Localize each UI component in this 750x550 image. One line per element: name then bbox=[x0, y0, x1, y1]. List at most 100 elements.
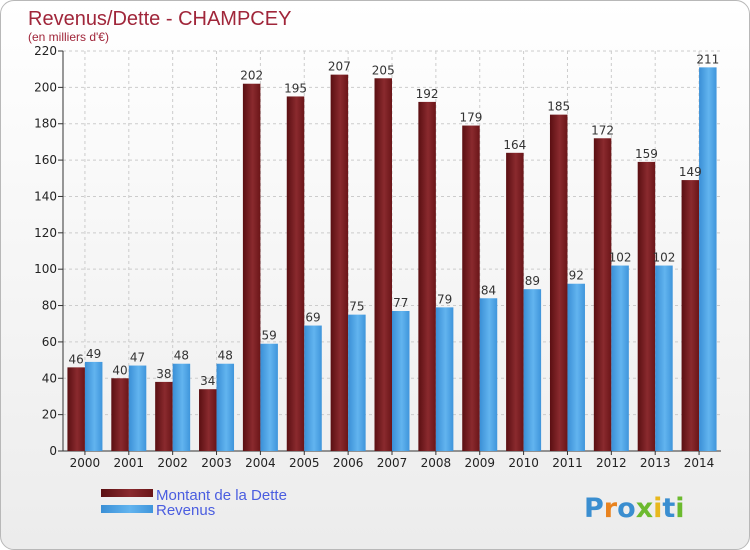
bar-debt bbox=[111, 378, 129, 451]
brand-letter: i bbox=[653, 493, 662, 524]
data-label-revenus: 69 bbox=[305, 311, 320, 325]
data-label-debt: 179 bbox=[460, 111, 483, 125]
y-tick-label: 40 bbox=[42, 371, 57, 385]
x-tick-label: 2006 bbox=[333, 456, 364, 470]
bar-revenus bbox=[567, 283, 585, 451]
data-label-revenus: 59 bbox=[262, 329, 277, 343]
bar-revenus bbox=[479, 298, 498, 451]
chart-title: Revenus/Dette - CHAMPCEY bbox=[28, 8, 291, 30]
bar-revenus bbox=[172, 363, 191, 451]
bar-revenus bbox=[304, 325, 322, 451]
x-tick-label: 2010 bbox=[508, 456, 539, 470]
data-label-revenus: 49 bbox=[86, 347, 101, 361]
data-label-revenus: 102 bbox=[609, 251, 632, 265]
y-tick-label: 120 bbox=[34, 226, 57, 240]
x-tick-label: 2008 bbox=[421, 456, 452, 470]
data-label-debt: 40 bbox=[112, 363, 127, 377]
bar-revenus bbox=[523, 289, 542, 451]
x-tick-label: 2002 bbox=[157, 456, 188, 470]
data-label-debt: 202 bbox=[240, 69, 263, 83]
data-label-revenus: 89 bbox=[525, 274, 540, 288]
data-label-debt: 172 bbox=[591, 123, 614, 137]
data-label-revenus: 48 bbox=[218, 349, 233, 363]
data-label-revenus: 79 bbox=[437, 292, 452, 306]
bar-revenus bbox=[128, 365, 147, 451]
data-label-revenus: 102 bbox=[652, 251, 675, 265]
y-tick-label: 60 bbox=[42, 335, 57, 349]
y-tick-label: 0 bbox=[49, 444, 57, 458]
data-label-revenus: 47 bbox=[130, 351, 145, 365]
y-tick-label: 220 bbox=[34, 44, 57, 58]
data-label-debt: 159 bbox=[635, 147, 658, 161]
proxiti-logo: Proxiti bbox=[584, 493, 685, 524]
data-label-revenus: 75 bbox=[349, 300, 364, 314]
brand-letter: t bbox=[662, 493, 675, 524]
bar-debt bbox=[637, 161, 656, 451]
data-label-revenus: 211 bbox=[696, 52, 719, 66]
x-tick-label: 2004 bbox=[245, 456, 276, 470]
brand-letter: r bbox=[604, 493, 618, 524]
data-label-debt: 149 bbox=[679, 165, 702, 179]
data-label-revenus: 48 bbox=[174, 349, 189, 363]
bar-debt bbox=[462, 125, 480, 451]
bar-revenus bbox=[435, 307, 454, 451]
bar-debt bbox=[67, 367, 85, 451]
legend-label-revenus: Revenus bbox=[156, 502, 215, 519]
bar-revenus bbox=[655, 265, 673, 451]
data-label-debt: 205 bbox=[372, 63, 395, 77]
y-tick-label: 140 bbox=[34, 189, 57, 203]
bar-debt bbox=[549, 114, 568, 452]
data-label-revenus: 84 bbox=[481, 283, 496, 297]
data-label-revenus: 77 bbox=[393, 296, 408, 310]
brand-letter: P bbox=[584, 493, 604, 524]
y-tick-label: 80 bbox=[42, 299, 57, 313]
bar-revenus bbox=[392, 311, 410, 451]
bar-debt bbox=[593, 138, 612, 452]
chart-subtitle: (en milliers d'€) bbox=[28, 30, 109, 44]
x-tick-label: 2011 bbox=[552, 456, 583, 470]
bar-debt bbox=[506, 152, 524, 451]
bar-debt bbox=[286, 96, 305, 452]
data-labels: 46 49404738483448202591956920775205771927… bbox=[69, 52, 720, 388]
bar-revenus bbox=[216, 363, 235, 451]
y-tick-label: 160 bbox=[34, 153, 57, 167]
x-tick-label: 2007 bbox=[377, 456, 408, 470]
bars bbox=[67, 67, 717, 452]
bar-revenus bbox=[260, 343, 278, 451]
legend: Montant de la Dette Revenus bbox=[101, 487, 287, 519]
data-label-revenus: 92 bbox=[569, 269, 584, 283]
bar-debt bbox=[155, 381, 173, 451]
data-label-debt: 34 bbox=[200, 374, 215, 388]
bar-revenus bbox=[699, 67, 717, 451]
data-label-debt: 207 bbox=[328, 60, 351, 74]
bar-revenus bbox=[348, 314, 366, 451]
x-tick-label: 2013 bbox=[640, 456, 671, 470]
bar-debt bbox=[681, 180, 700, 451]
x-tick-label: 2009 bbox=[464, 456, 495, 470]
legend-swatch-revenus bbox=[101, 505, 153, 513]
data-label-debt: 192 bbox=[416, 87, 439, 101]
data-label-debt: 38 bbox=[156, 367, 171, 381]
brand-letter: o bbox=[617, 493, 636, 524]
x-tick-label: 2003 bbox=[201, 456, 232, 470]
brand-letter: x bbox=[636, 493, 653, 524]
bar-debt bbox=[330, 74, 349, 452]
bar-revenus bbox=[84, 361, 103, 451]
legend-label-debt: Montant de la Dette bbox=[156, 487, 287, 504]
bar-debt bbox=[199, 389, 217, 451]
x-tick-label: 2001 bbox=[114, 456, 145, 470]
bar-debt bbox=[418, 101, 436, 451]
brand-letter: i bbox=[675, 493, 684, 524]
legend-swatch-debt bbox=[101, 489, 153, 497]
data-label-debt: 195 bbox=[284, 81, 307, 95]
x-tick-label: 2005 bbox=[289, 456, 320, 470]
data-label-debt: 46 bbox=[69, 352, 84, 366]
bar-debt bbox=[374, 78, 392, 451]
x-tick-label: 2014 bbox=[684, 456, 715, 470]
y-tick-label: 200 bbox=[34, 80, 57, 94]
data-label-debt: 185 bbox=[547, 100, 570, 114]
y-tick-label: 100 bbox=[34, 262, 57, 276]
y-tick-label: 20 bbox=[42, 408, 57, 422]
